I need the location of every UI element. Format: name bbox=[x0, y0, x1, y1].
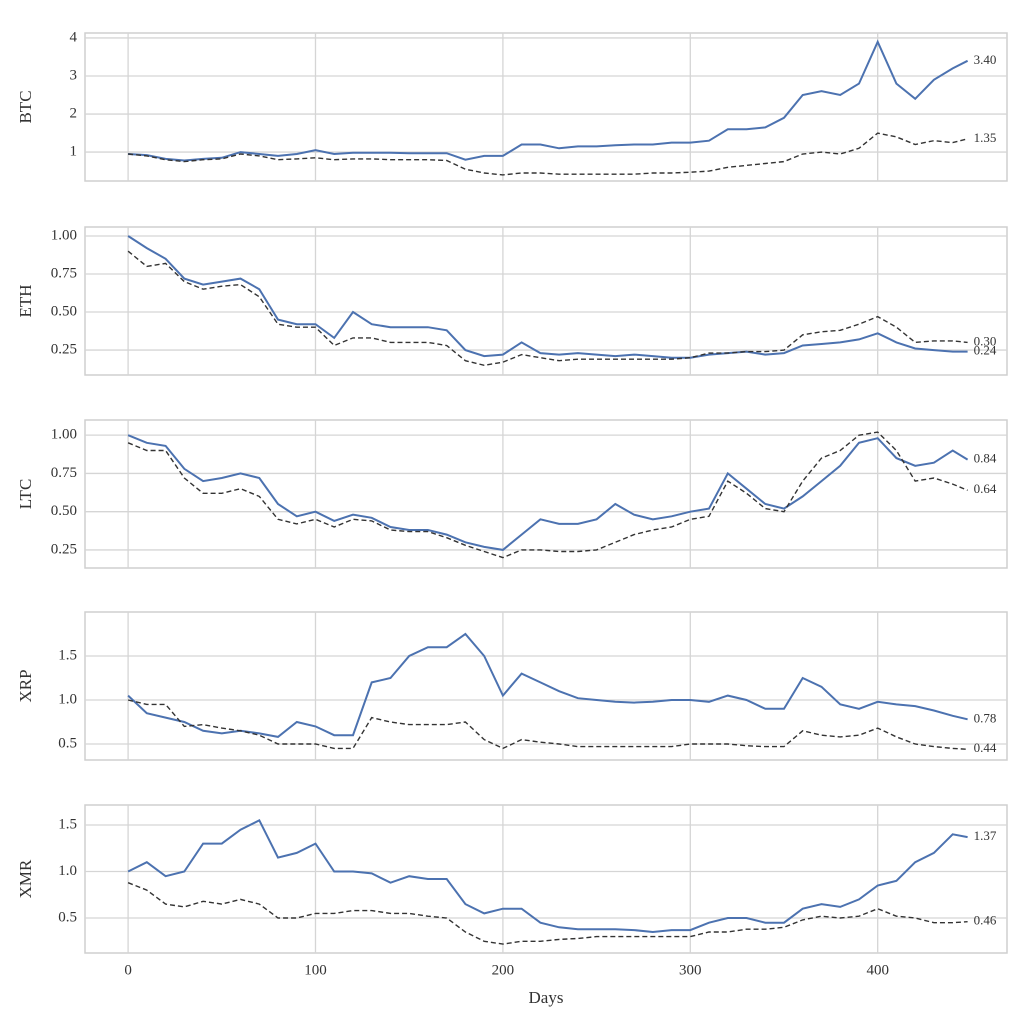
y-axis-label: ETH bbox=[16, 284, 35, 317]
line bbox=[128, 39, 969, 162]
y-tick-label: 1.5 bbox=[58, 816, 77, 832]
y-tick-label: 0.50 bbox=[51, 303, 77, 319]
line bbox=[128, 132, 968, 176]
line bbox=[127, 235, 968, 359]
y-tick-label: 2 bbox=[70, 105, 78, 121]
value-label: 1.37 bbox=[974, 828, 997, 843]
y-tick-label: 1.5 bbox=[58, 647, 77, 663]
value-label: 0.44 bbox=[974, 740, 997, 755]
y-axis-label: XMR bbox=[16, 859, 35, 898]
y-tick-label: 0.25 bbox=[51, 341, 77, 357]
y-tick-label: 1 bbox=[70, 144, 78, 160]
x-tick-label: 400 bbox=[866, 962, 889, 978]
y-tick-label: 3 bbox=[70, 67, 78, 83]
line bbox=[127, 882, 968, 945]
value-label: 0.64 bbox=[974, 481, 997, 496]
line bbox=[127, 434, 969, 551]
y-tick-label: 0.75 bbox=[51, 265, 77, 281]
line bbox=[127, 699, 968, 750]
line bbox=[127, 431, 968, 559]
value-label: 0.24 bbox=[974, 343, 997, 358]
y-axis-label: LTC bbox=[16, 479, 35, 510]
y-axis-label: BTC bbox=[16, 90, 35, 123]
x-axis-label: Days bbox=[529, 988, 564, 1007]
value-label: 0.84 bbox=[974, 451, 997, 466]
y-tick-label: 4 bbox=[70, 29, 78, 45]
y-tick-label: 0.25 bbox=[51, 541, 77, 557]
x-tick-label: 100 bbox=[304, 962, 327, 978]
y-axis-label: XRP bbox=[16, 669, 35, 702]
y-tick-label: 1.0 bbox=[58, 691, 77, 707]
plot-area bbox=[84, 804, 1008, 954]
value-label: 0.30 bbox=[974, 333, 997, 348]
x-tick-label: 300 bbox=[679, 962, 702, 978]
value-label: 1.35 bbox=[974, 130, 997, 145]
line bbox=[127, 818, 968, 934]
line bbox=[127, 632, 968, 738]
y-tick-label: 0.5 bbox=[58, 735, 77, 751]
y-tick-label: 0.50 bbox=[51, 503, 77, 519]
y-tick-label: 0.5 bbox=[58, 909, 77, 925]
value-label: 0.46 bbox=[974, 913, 997, 928]
x-tick-label: 0 bbox=[124, 962, 132, 978]
plot-area bbox=[84, 32, 1008, 182]
x-tick-label: 200 bbox=[492, 962, 515, 978]
plot-area bbox=[84, 419, 1008, 569]
y-tick-label: 1.00 bbox=[51, 227, 77, 243]
line bbox=[127, 250, 968, 367]
value-label: 3.40 bbox=[974, 52, 997, 67]
y-tick-label: 1.0 bbox=[58, 863, 77, 879]
y-tick-label: 0.75 bbox=[51, 465, 77, 481]
y-tick-label: 1.00 bbox=[51, 427, 77, 443]
value-label: 0.78 bbox=[974, 710, 997, 725]
